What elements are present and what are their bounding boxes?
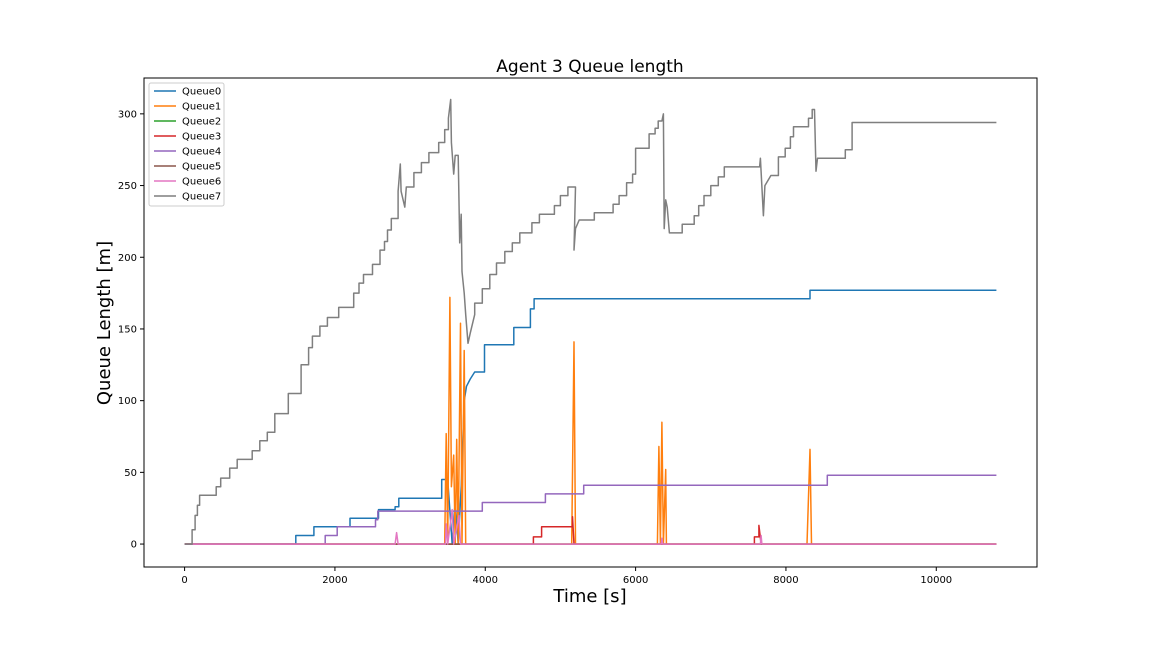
y-tick-label: 200 [118,253,137,264]
y-axis: 0 50 100 150 200 250 300 [118,109,144,551]
legend-label-queue3: Queue3 [182,132,221,143]
x-tick-label: 10000 [920,575,952,586]
series-line-queue7 [184,98,997,545]
legend: Queue0 Queue1 Queue2 Queue3 Queue4 Queue5 Queu… [148,82,225,207]
x-axis-label: Time [s] [552,586,626,607]
legend-label-queue7: Queue7 [182,192,221,203]
legend-label-queue5: Queue5 [182,162,221,173]
y-tick-label: 300 [118,109,137,120]
x-tick-label: 6000 [623,575,648,586]
y-tick-label: 0 [131,540,137,551]
x-tick-label: 2000 [322,575,347,586]
chart-title: Agent 3 Queue length [496,57,683,77]
x-axis: 0 2000 4000 6000 8000 10000 [181,567,952,586]
series-line-queue3 [184,516,997,545]
series-layer [184,98,997,545]
legend-label-queue0: Queue0 [182,87,221,98]
plot-area-frame [143,77,1038,568]
y-axis-label: Queue Length [m] [94,241,115,405]
y-tick-label: 100 [118,396,137,407]
legend-label-queue2: Queue2 [182,117,221,128]
y-tick-label: 150 [118,324,137,335]
x-tick-label: 4000 [473,575,498,586]
legend-frame [148,82,225,207]
legend-label-queue6: Queue6 [182,177,221,188]
x-tick-label: 0 [181,575,187,586]
y-tick-label: 50 [124,468,137,479]
series-line-queue6 [184,508,997,545]
series-line-queue1 [184,296,997,545]
y-tick-label: 250 [118,181,137,192]
legend-label-queue1: Queue1 [182,102,221,113]
series-line-queue4 [184,474,997,545]
series-line-queue0 [184,289,997,545]
x-tick-label: 8000 [773,575,798,586]
legend-label-queue4: Queue4 [182,147,221,158]
